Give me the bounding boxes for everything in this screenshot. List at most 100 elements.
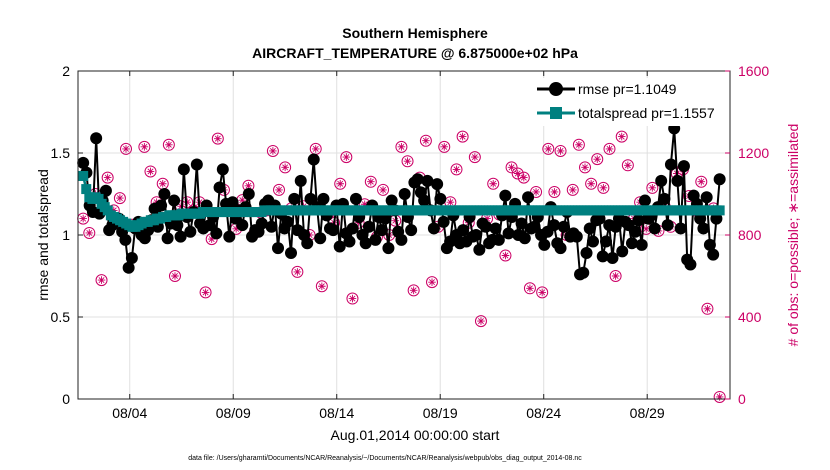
obs-point xyxy=(572,138,585,151)
obs-assimilated-marker xyxy=(367,177,375,186)
rmse-point xyxy=(171,219,184,232)
obs-assimilated-marker xyxy=(452,165,461,174)
rmse-point xyxy=(294,174,307,187)
totalspread-point xyxy=(78,170,89,181)
obs-point xyxy=(487,177,500,190)
rmse-point xyxy=(395,233,408,246)
obs-point xyxy=(273,183,286,196)
rmse-point xyxy=(184,225,197,238)
rmse-point xyxy=(255,217,268,230)
obs-assimilated-marker xyxy=(532,188,540,196)
rmse-point xyxy=(632,214,645,227)
obs-assimilated-marker xyxy=(207,235,216,243)
obs-point xyxy=(426,276,439,289)
obs-assimilated-marker xyxy=(440,143,449,151)
obs-assimilated-marker xyxy=(581,163,589,172)
rmse-point xyxy=(528,220,541,233)
obs-point xyxy=(401,155,414,168)
obs-assimilated-marker xyxy=(611,272,620,280)
obs-point xyxy=(646,181,659,194)
obs-assimilated-marker xyxy=(281,163,289,172)
rmse-point xyxy=(655,174,668,187)
obs-point xyxy=(713,390,726,403)
obs-point xyxy=(95,274,108,287)
rmse-point xyxy=(499,189,512,202)
y-tick-label: 2 xyxy=(62,63,70,79)
rmse-point xyxy=(333,240,346,253)
rmse-point xyxy=(99,184,112,197)
rmse-point xyxy=(119,233,132,246)
rmse-point xyxy=(502,227,515,240)
rmse-point xyxy=(317,192,330,205)
rmse-point xyxy=(213,181,226,194)
rmse-point xyxy=(661,219,674,232)
rmse-point xyxy=(285,247,298,260)
rmse-point xyxy=(697,222,710,235)
obs-assimilated-marker xyxy=(605,145,614,153)
rmse-point xyxy=(272,242,285,255)
rmse-point xyxy=(616,245,629,258)
obs-point xyxy=(120,142,133,155)
obs-point xyxy=(468,151,481,164)
rmse-point xyxy=(492,233,505,246)
obs-point xyxy=(511,167,524,180)
obs-point xyxy=(450,163,463,176)
x-axis-label: Aug.01,2014 00:00:00 start xyxy=(331,427,500,443)
rmse-point xyxy=(327,224,340,237)
obs-point xyxy=(621,159,634,172)
rmse-point xyxy=(593,212,606,225)
rmse-point xyxy=(707,248,720,261)
obs-point xyxy=(364,175,377,188)
rmse-point xyxy=(236,219,249,232)
y2-axis-label: # of obs: o=possible; ∗=assimilated xyxy=(785,124,801,347)
obs-assimilated-marker xyxy=(79,214,87,223)
obs-point xyxy=(597,181,610,194)
obs-assimilated-marker xyxy=(642,225,651,233)
obs-assimilated-marker xyxy=(697,177,706,186)
totalspread-series xyxy=(78,170,725,232)
obs-point xyxy=(266,144,279,157)
obs-assimilated-marker xyxy=(103,173,112,182)
obs-point xyxy=(585,177,598,190)
rmse-point xyxy=(223,230,236,243)
obs-assimilated-marker xyxy=(122,145,130,153)
rmse-point xyxy=(635,238,648,251)
rmse-point xyxy=(583,222,596,235)
obs-point xyxy=(334,177,347,190)
obs-assimilated-marker xyxy=(171,272,179,280)
rmse-point xyxy=(703,238,716,251)
rmse-point xyxy=(515,217,528,230)
obs-assimilated-marker xyxy=(526,284,534,293)
obs-assimilated-marker xyxy=(158,179,167,188)
obs-point xyxy=(701,302,714,315)
obs-assimilated-marker xyxy=(85,229,94,237)
rmse-point xyxy=(489,222,502,235)
obs-assimilated-marker xyxy=(397,143,406,151)
rmse-point xyxy=(694,212,707,225)
obs-point xyxy=(438,140,451,153)
obs-point xyxy=(542,142,555,155)
y-tick-label: 0.5 xyxy=(51,309,71,325)
obs-assimilated-marker xyxy=(715,393,724,401)
chart-title: Southern Hemisphere xyxy=(342,25,488,41)
rmse-point xyxy=(177,163,190,176)
data-file-footnote: data file: /Users/gharamti/Documents/NCA… xyxy=(188,455,582,462)
rmse-point xyxy=(457,224,470,237)
obs-point xyxy=(615,130,628,143)
obs-point xyxy=(505,161,518,174)
obs-assimilated-marker xyxy=(269,147,277,155)
obs-assimilated-marker xyxy=(318,282,326,291)
obs-point xyxy=(548,185,561,198)
obs-point xyxy=(199,286,212,299)
obs-assimilated-marker xyxy=(471,153,479,161)
obs-point xyxy=(168,270,181,282)
rmse-point xyxy=(77,156,90,169)
obs-point xyxy=(291,265,304,278)
obs-assimilated-marker xyxy=(183,198,192,206)
obs-assimilated-marker xyxy=(458,132,467,141)
obs-assimilated-marker xyxy=(146,167,155,176)
obs-point xyxy=(340,151,353,164)
rmse-point xyxy=(379,212,392,225)
obs-assimilated-marker xyxy=(422,136,430,145)
